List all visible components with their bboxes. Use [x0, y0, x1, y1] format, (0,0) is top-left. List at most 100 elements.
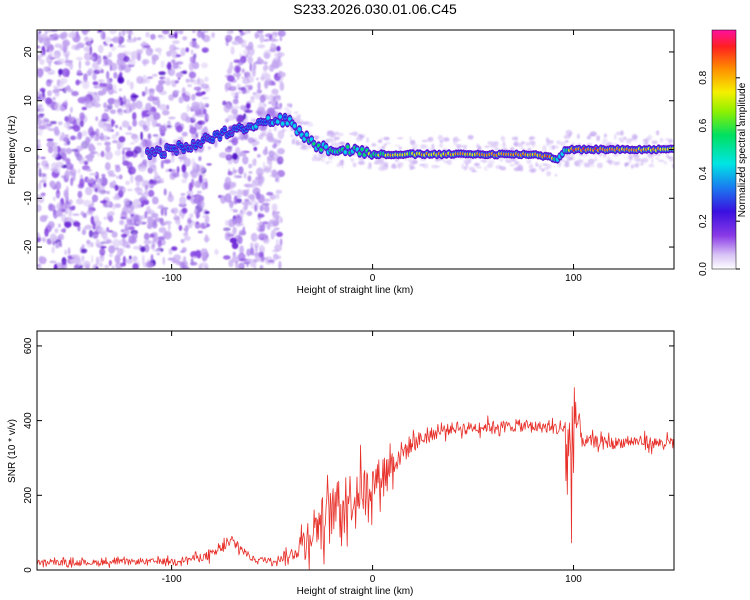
spectrogram-noise-blob: [106, 85, 112, 90]
spectrogram-noise-blob: [72, 119, 77, 129]
spectrogram-noise-blob: [243, 132, 249, 141]
snr-xtick-label: 100: [565, 574, 582, 585]
spectrogram-halo-blob: [471, 170, 477, 173]
spectrogram-noise-blob: [115, 124, 118, 129]
spectrogram-noise-blob: [265, 73, 269, 79]
spectrogram-noise-blob: [81, 255, 85, 262]
spectrogram-noise-layer: [37, 30, 674, 269]
spectrogram-noise-blob: [141, 254, 145, 264]
spectrogram-noise-blob: [93, 54, 102, 59]
ridge-core: [215, 132, 219, 136]
spectrogram-noise-blob: [197, 114, 205, 118]
spectrogram-noise-blob: [240, 209, 243, 215]
spectrogram-noise-blob: [167, 61, 172, 71]
spectrogram-noise-blob: [191, 157, 195, 167]
spectrogram-noise-blob: [248, 100, 255, 103]
spectrogram-noise-blob: [196, 131, 200, 135]
spectrogram-noise-blob: [101, 88, 107, 95]
spectrogram-noise-blob: [239, 58, 245, 63]
spectrogram-noise-blob: [52, 96, 56, 101]
spectrogram-noise-blob: [181, 131, 188, 137]
spectrogram-noise-blob: [125, 180, 130, 186]
spectrogram-noise-blob: [38, 93, 46, 101]
spectrogram-noise-blob: [103, 123, 111, 127]
spectrogram-noise-blob: [100, 150, 105, 158]
spectrogram-noise-blob: [153, 248, 161, 253]
spectrogram-noise-blob: [204, 210, 210, 215]
spectrogram-noise-blob: [55, 209, 63, 217]
spectrogram-noise-blob: [168, 248, 173, 255]
spectrogram-noise-blob: [196, 181, 202, 188]
spectrogram-noise-blob: [223, 103, 231, 113]
spectrogram-noise-blob: [276, 52, 285, 57]
spectrogram-noise-blob: [195, 165, 199, 172]
spectrogram-noise-blob: [256, 77, 259, 81]
spectrogram-noise-blob: [201, 120, 206, 125]
spectrogram-halo-blob: [587, 158, 595, 165]
spectrogram-halo-blob: [377, 159, 383, 165]
spectrogram-noise-blob: [279, 36, 283, 42]
spectrogram-noise-blob: [233, 59, 241, 63]
spectrogram-noise-blob: [68, 199, 73, 205]
spectrogram-noise-blob: [227, 114, 236, 121]
spectrogram-noise-blob: [247, 56, 253, 64]
spectrogram-halo-blob: [487, 163, 493, 169]
spectrogram-noise-blob: [275, 189, 283, 194]
spectrogram-halo-blob: [357, 135, 360, 142]
spectrogram-noise-blob: [191, 38, 197, 41]
spectrogram-noise-blob: [178, 30, 184, 35]
spectrogram-noise-blob: [277, 130, 285, 140]
spectrogram-noise-blob: [168, 222, 171, 231]
spectrogram-halo-blob: [461, 163, 464, 170]
spectrogram-noise-blob: [239, 31, 245, 36]
spectrogram-noise-blob: [271, 169, 278, 178]
spectrogram-noise-blob: [155, 178, 165, 181]
spectrogram-halo-blob: [531, 168, 537, 173]
spectrogram-halo-blob: [586, 136, 592, 140]
spectrogram-noise-blob: [240, 105, 247, 111]
spectrogram-halo-blob: [422, 163, 425, 167]
spectrogram-noise-blob: [147, 133, 151, 140]
spectrogram-noise-blob: [70, 135, 76, 141]
spectrogram-noise-blob: [263, 167, 272, 173]
spectrogram-noise-blob: [140, 200, 149, 206]
spectrogram-noise-blob: [197, 195, 205, 202]
spectrogram-noise-blob: [138, 166, 147, 172]
spectrogram-halo-blob: [568, 157, 574, 161]
spectrogram-halo-blob: [651, 140, 658, 145]
spectrogram-noise-blob: [156, 180, 165, 184]
spectrogram-noise-blob: [105, 54, 112, 58]
spectrogram-noise-blob: [273, 211, 281, 215]
spectrogram-noise-blob: [37, 195, 45, 204]
spectrogram-noise-blob: [117, 36, 124, 44]
spectrogram-noise-blob: [188, 182, 193, 192]
spectrogram-halo-blob: [625, 138, 632, 144]
spectrogram-halo-blob: [531, 142, 536, 148]
spectrogram-noise-blob: [119, 262, 127, 267]
snr-xtick-label: -100: [162, 574, 182, 585]
spectrogram-noise-blob: [71, 90, 79, 97]
spectrogram-halo-blob: [549, 144, 553, 150]
spectrogram-noise-blob: [40, 33, 49, 41]
spectrogram-noise-blob: [168, 33, 175, 39]
spectrogram-noise-blob: [144, 185, 148, 190]
spectrogram-noise-blob: [37, 263, 41, 267]
spectrogram-noise-blob: [147, 223, 153, 230]
spectrogram-halo-blob: [403, 158, 410, 161]
spectrogram-noise-blob: [202, 126, 209, 135]
spectrogram-noise-blob: [156, 252, 161, 256]
spectrogram-noise-blob: [271, 203, 278, 212]
spectrogram-noise-blob: [277, 148, 285, 155]
spectrogram-noise-blob: [37, 154, 40, 160]
spectrogram-noise-blob: [242, 78, 250, 85]
spectrogram-noise-blob: [38, 255, 44, 263]
spectrogram-noise-blob: [117, 44, 126, 48]
spectrogram-noise-blob: [135, 180, 141, 187]
spectrogram-noise-blob: [37, 104, 42, 110]
spectrogram-halo-blob: [439, 140, 444, 143]
spectrogram-noise-blob: [82, 79, 90, 90]
spectrogram-noise-blob: [92, 183, 98, 189]
spectrogram-noise-blob: [170, 79, 176, 85]
spectrogram-noise-blob: [53, 142, 58, 146]
spectrogram-noise-blob: [115, 262, 122, 267]
